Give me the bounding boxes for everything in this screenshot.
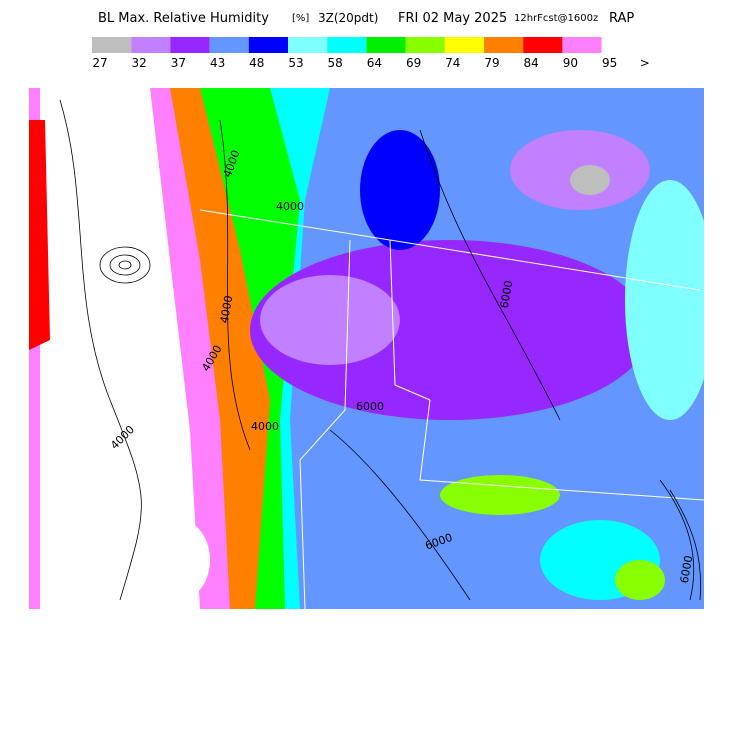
colorbar-label: 43 [210, 56, 225, 70]
colorbar-swatch [523, 37, 563, 53]
colorbar-label: 79 [484, 56, 499, 70]
colorbar-swatch [484, 37, 524, 53]
colorbar-swatch [248, 37, 288, 53]
colorbar-swatch [366, 37, 406, 53]
colorbar-label: 69 [406, 56, 421, 70]
contour-label: 4000 [251, 420, 279, 433]
humid-zone [440, 475, 560, 515]
colorbar-label: 27 [92, 56, 107, 70]
title: BL Max. Relative Humidity [98, 11, 269, 26]
colorbar-swatch [327, 37, 367, 53]
humid-zone [625, 180, 704, 420]
dry-zone [150, 520, 210, 600]
colorbar-label: 95 [602, 56, 617, 70]
terrain-contours [59, 99, 701, 601]
moist-zone [360, 130, 440, 250]
colorbar-label: 74 [445, 56, 460, 70]
colorbar-swatch [405, 37, 445, 53]
valid-time: 3Z(20pdt) [318, 11, 378, 25]
colorbar: 27 32 37 43 48 53 58 64 69 74 79 84 90 95 > [92, 37, 650, 70]
colorbar-swatch [170, 37, 210, 53]
humid-zone [270, 88, 330, 609]
contour-label: 6000 [356, 400, 384, 413]
humid-zone [29, 120, 50, 350]
units: [%] [292, 13, 309, 24]
contour-label: 4000 [276, 200, 304, 213]
moist-zone [310, 450, 450, 590]
colorbar-swatch [288, 37, 328, 53]
model: RAP [609, 11, 634, 26]
colorbar-label: 48 [249, 56, 264, 70]
header: BL Max. Relative Humidity [%] 3Z(20pdt) … [98, 11, 634, 26]
colorbar-swatch [562, 37, 602, 53]
dry-zone [260, 275, 400, 365]
colorbar-label: 58 [328, 56, 343, 70]
date: FRI 02 May 2025 [398, 11, 507, 26]
contour-label: 6000 [498, 279, 516, 309]
colorbar-swatch [131, 37, 171, 53]
colorbar-label: 53 [288, 56, 303, 70]
colorbar-label: 90 [563, 56, 578, 70]
colorbar-swatch [444, 37, 484, 53]
colorbar-label: 84 [524, 56, 539, 70]
contour-label: 6000 [678, 554, 696, 584]
colorbar-label: 32 [132, 56, 147, 70]
forecast: 12hrFcst@1600z [514, 13, 598, 24]
contour-label: 4000 [218, 294, 236, 324]
colorbar-overflow: > [640, 56, 650, 70]
state-borders [199, 209, 704, 609]
colorbar-label: 37 [171, 56, 186, 70]
dry-zone [570, 165, 610, 195]
dry-zone [40, 88, 200, 609]
colorbar-label: 64 [367, 56, 382, 70]
colorbar-swatch [209, 37, 249, 53]
humid-zone [615, 560, 665, 600]
colorbar-swatch [92, 37, 132, 53]
